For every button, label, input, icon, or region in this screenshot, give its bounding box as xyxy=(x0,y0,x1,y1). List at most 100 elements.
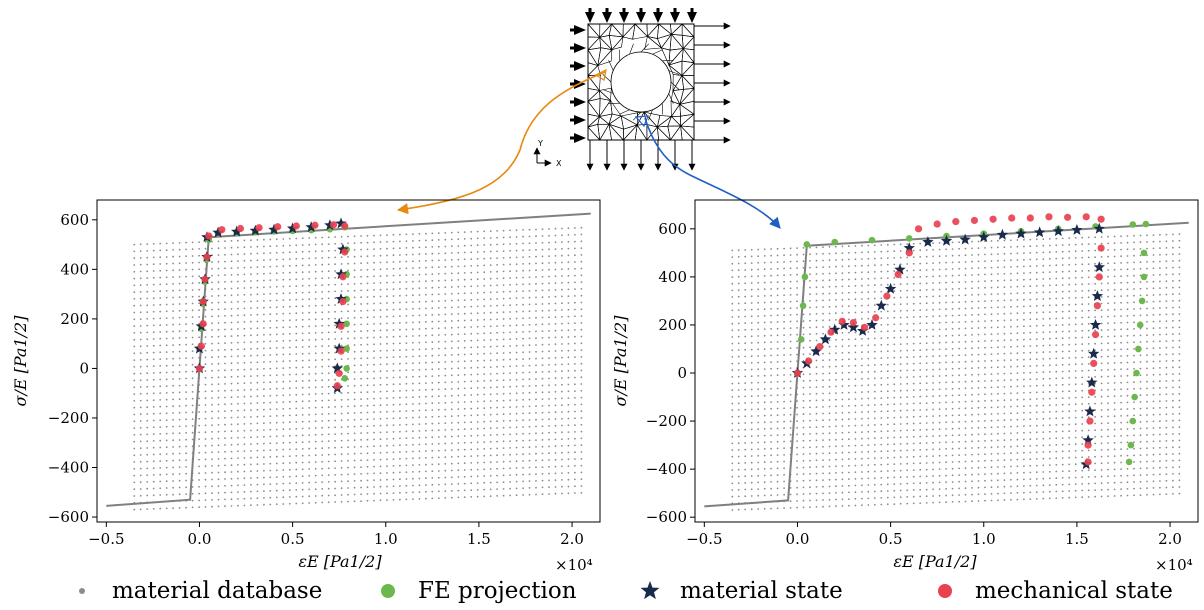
database-point xyxy=(405,498,408,501)
database-point xyxy=(1023,498,1025,501)
database-point xyxy=(886,476,889,479)
database-point xyxy=(457,415,460,417)
database-point xyxy=(165,262,168,265)
database-point xyxy=(412,240,414,242)
database-point xyxy=(574,247,576,250)
database-point xyxy=(321,243,324,246)
database-point xyxy=(509,358,511,361)
database-point xyxy=(457,238,460,241)
database-point xyxy=(1023,431,1025,434)
database-point xyxy=(1003,439,1006,441)
database-point xyxy=(574,322,576,324)
database-point xyxy=(802,346,805,349)
database-point xyxy=(191,323,194,325)
database-point xyxy=(392,403,395,406)
database-point xyxy=(567,438,570,440)
database-point xyxy=(1081,343,1084,345)
database-point xyxy=(347,358,349,360)
database-point xyxy=(515,344,518,347)
database-point xyxy=(379,431,382,434)
database-point xyxy=(541,371,544,373)
database-point xyxy=(984,346,986,349)
database-point xyxy=(763,348,766,350)
database-point xyxy=(379,404,382,407)
database-point xyxy=(932,481,934,484)
database-point xyxy=(444,415,447,418)
database-point xyxy=(353,418,356,421)
database-point xyxy=(750,488,753,491)
database-point xyxy=(379,472,382,475)
database-point xyxy=(476,495,479,498)
database-point xyxy=(1100,495,1103,498)
database-point xyxy=(932,468,934,471)
database-point xyxy=(750,342,753,344)
database-point xyxy=(159,263,162,265)
database-point xyxy=(580,294,583,297)
database-point xyxy=(425,409,427,412)
database-point xyxy=(165,405,168,408)
database-point xyxy=(522,405,524,408)
database-point xyxy=(1035,411,1038,414)
database-point xyxy=(191,329,194,332)
database-point xyxy=(1016,485,1019,488)
database-point xyxy=(295,237,298,240)
database-point xyxy=(541,262,544,265)
database-point xyxy=(230,287,233,290)
database-point xyxy=(1023,451,1025,454)
database-point xyxy=(990,366,993,369)
database-point xyxy=(1139,367,1142,370)
database-point xyxy=(230,491,233,494)
database-point xyxy=(1152,373,1155,376)
database-point xyxy=(1107,482,1109,484)
database-point xyxy=(250,246,252,248)
database-point xyxy=(217,335,220,338)
database-point xyxy=(172,242,175,245)
database-point xyxy=(230,443,233,446)
database-point xyxy=(1081,376,1084,379)
database-point xyxy=(405,403,408,406)
database-point xyxy=(1107,349,1109,351)
database-point xyxy=(386,268,388,270)
database-point xyxy=(919,382,922,385)
database-point xyxy=(224,423,226,426)
mechanical-state-point xyxy=(341,222,349,230)
database-point xyxy=(146,324,149,327)
database-point xyxy=(867,430,870,433)
database-point xyxy=(399,430,401,433)
database-point xyxy=(165,303,168,306)
database-point xyxy=(567,288,570,291)
database-point xyxy=(295,244,298,247)
database-point xyxy=(958,434,960,437)
database-point xyxy=(783,447,785,450)
database-point xyxy=(561,485,563,488)
database-point xyxy=(1055,457,1058,460)
database-point xyxy=(1107,495,1109,498)
database-point xyxy=(854,384,857,387)
database-point xyxy=(263,286,265,289)
database-point xyxy=(366,425,369,427)
database-point xyxy=(282,299,285,301)
database-point xyxy=(347,439,349,442)
database-point xyxy=(1152,473,1155,476)
database-point xyxy=(977,413,980,416)
database-point xyxy=(938,435,941,437)
database-point xyxy=(984,466,986,469)
database-point xyxy=(360,452,362,455)
database-point xyxy=(1035,331,1038,334)
database-point xyxy=(796,493,798,496)
database-point xyxy=(580,464,583,467)
database-point xyxy=(535,391,537,394)
database-point xyxy=(263,490,265,492)
database-point xyxy=(450,313,453,316)
database-point xyxy=(198,397,201,400)
database-point xyxy=(554,479,557,482)
database-point xyxy=(425,416,427,418)
database-point xyxy=(515,338,518,340)
database-point xyxy=(757,441,760,444)
database-point xyxy=(224,362,226,365)
database-point xyxy=(483,244,486,246)
database-point xyxy=(204,485,207,488)
database-point xyxy=(437,327,440,330)
database-point xyxy=(1074,363,1077,366)
database-point xyxy=(483,380,486,382)
